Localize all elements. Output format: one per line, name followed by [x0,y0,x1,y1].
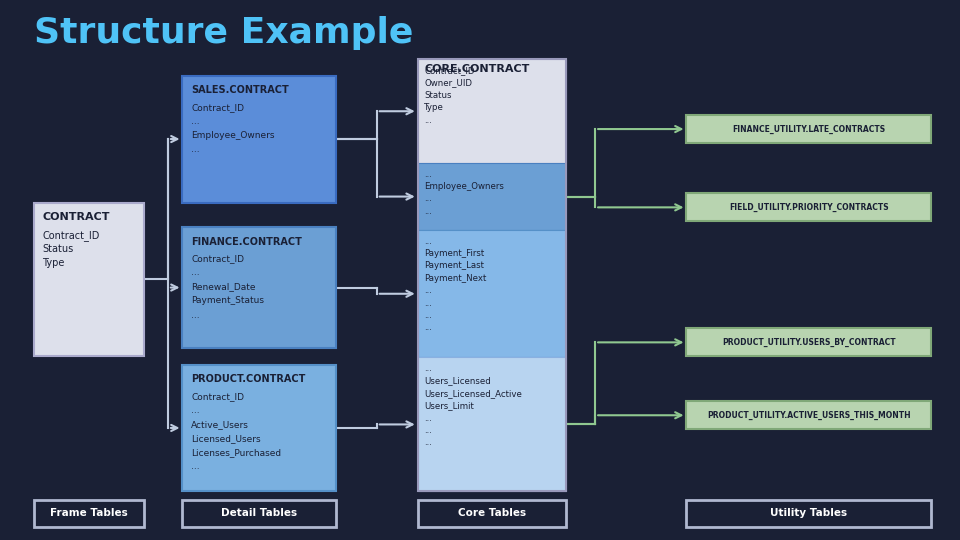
FancyBboxPatch shape [418,163,566,230]
Text: Contract_ID: Contract_ID [424,66,475,75]
Text: ...: ... [191,117,200,126]
Text: Type: Type [42,258,64,268]
Text: Detail Tables: Detail Tables [221,508,298,518]
Text: ...: ... [424,438,432,448]
Text: PRODUCT_UTILITY.USERS_BY_CONTRACT: PRODUCT_UTILITY.USERS_BY_CONTRACT [722,338,896,347]
FancyBboxPatch shape [418,357,566,491]
Text: ...: ... [191,268,200,278]
Text: FIELD_UTILITY.PRIORITY_CONTRACTS: FIELD_UTILITY.PRIORITY_CONTRACTS [729,203,889,212]
Text: ...: ... [191,310,200,320]
FancyBboxPatch shape [686,500,931,526]
Text: Licensed_Users: Licensed_Users [191,434,261,443]
Text: ...: ... [424,286,432,295]
Text: CORE.CONTRACT: CORE.CONTRACT [424,64,530,74]
FancyBboxPatch shape [686,115,931,143]
Text: FINANCE_UTILITY.LATE_CONTRACTS: FINANCE_UTILITY.LATE_CONTRACTS [732,125,885,133]
Text: ...: ... [424,170,432,179]
Text: Employee_Owners: Employee_Owners [424,182,504,191]
Text: Employee_Owners: Employee_Owners [191,131,275,140]
Text: Utility Tables: Utility Tables [770,508,848,518]
Text: Active_Users: Active_Users [191,420,249,429]
Text: ...: ... [424,311,432,320]
Text: Payment_Last: Payment_Last [424,261,484,271]
Text: Type: Type [424,103,444,112]
FancyBboxPatch shape [34,202,144,356]
FancyBboxPatch shape [418,59,566,163]
Text: Structure Example: Structure Example [34,16,413,50]
Text: Contract_ID: Contract_ID [191,392,244,401]
Text: Owner_UID: Owner_UID [424,78,472,87]
FancyBboxPatch shape [686,328,931,356]
Text: ...: ... [424,194,432,204]
Text: Renewal_Date: Renewal_Date [191,282,255,292]
FancyBboxPatch shape [418,500,566,526]
Text: FINANCE.CONTRACT: FINANCE.CONTRACT [191,237,301,247]
Text: Core Tables: Core Tables [458,508,526,518]
Text: Frame Tables: Frame Tables [50,508,128,518]
Text: ...: ... [424,299,432,308]
FancyBboxPatch shape [686,193,931,221]
Text: PRODUCT_UTILITY.ACTIVE_USERS_THIS_MONTH: PRODUCT_UTILITY.ACTIVE_USERS_THIS_MONTH [707,411,911,420]
Text: ...: ... [191,406,200,415]
Text: ...: ... [424,414,432,423]
Text: Status: Status [42,244,74,254]
Text: ...: ... [424,323,432,333]
FancyBboxPatch shape [686,401,931,429]
Text: Payment_Next: Payment_Next [424,274,487,283]
Text: Payment_Status: Payment_Status [191,296,264,306]
Text: ...: ... [424,364,432,373]
Text: ...: ... [191,462,200,471]
Text: Users_Licensed: Users_Licensed [424,376,492,386]
Text: SALES.CONTRACT: SALES.CONTRACT [191,85,289,96]
Text: Contract_ID: Contract_ID [42,230,100,241]
Text: CONTRACT: CONTRACT [42,212,109,222]
Text: Users_Limit: Users_Limit [424,401,474,410]
FancyBboxPatch shape [418,230,566,357]
Text: Licenses_Purchased: Licenses_Purchased [191,448,281,457]
FancyBboxPatch shape [182,227,336,348]
FancyBboxPatch shape [182,500,336,526]
Text: ...: ... [191,145,200,154]
FancyBboxPatch shape [182,364,336,491]
Text: Contract_ID: Contract_ID [191,254,244,264]
Text: ...: ... [424,237,432,246]
FancyBboxPatch shape [34,500,144,526]
Text: Users_Licensed_Active: Users_Licensed_Active [424,389,522,398]
FancyBboxPatch shape [182,76,336,202]
Text: Contract_ID: Contract_ID [191,103,244,112]
Text: ...: ... [424,207,432,216]
Text: ...: ... [424,116,432,125]
Text: ...: ... [424,426,432,435]
Text: PRODUCT.CONTRACT: PRODUCT.CONTRACT [191,374,305,384]
Text: Status: Status [424,91,452,100]
Text: Payment_First: Payment_First [424,249,485,258]
